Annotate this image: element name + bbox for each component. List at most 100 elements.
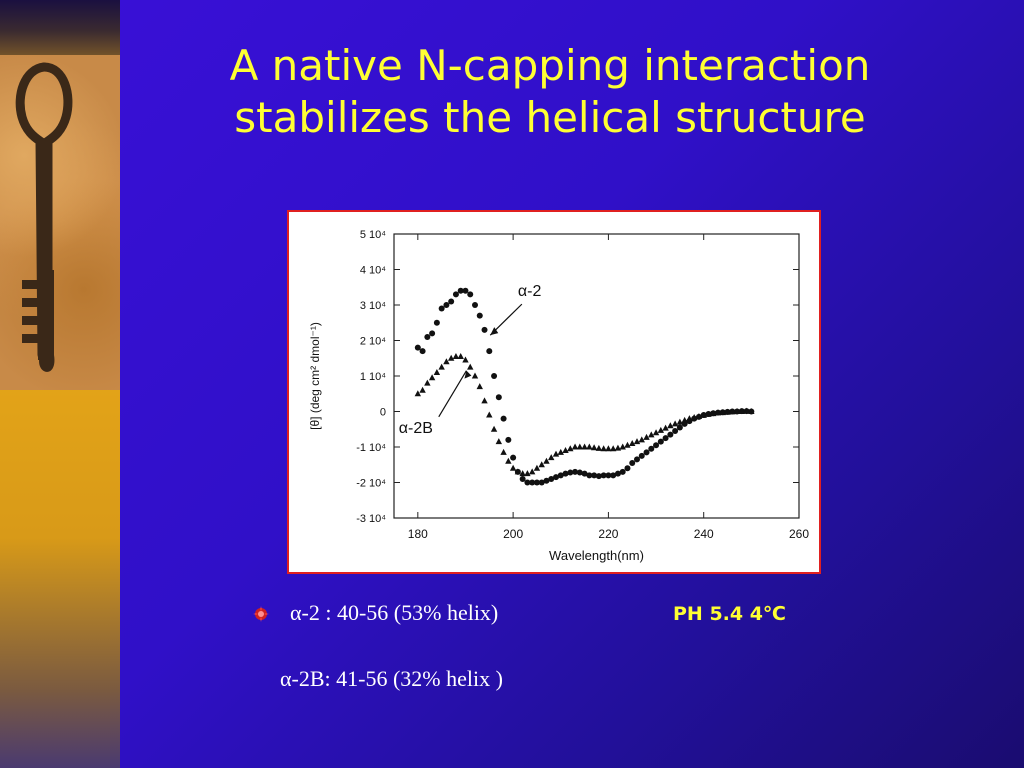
data-point-alpha-2b	[519, 470, 526, 477]
y-tick-label: 3 10⁴	[360, 300, 386, 312]
data-point-alpha-2	[452, 291, 459, 298]
data-point-alpha-2	[610, 472, 617, 479]
data-point-alpha-2b	[581, 443, 588, 450]
data-point-alpha-2b	[538, 461, 545, 468]
data-point-alpha-2b	[586, 443, 593, 450]
data-point-alpha-2b	[490, 425, 498, 432]
y-axis-label: [θ] (deg cm² dmol⁻¹)	[308, 322, 322, 430]
key-photo	[0, 55, 120, 390]
key-icon	[15, 62, 73, 372]
data-point-alpha-2	[562, 470, 569, 477]
data-point-alpha-2	[676, 424, 683, 431]
data-point-alpha-2b	[457, 352, 464, 359]
data-point-alpha-2b	[576, 443, 584, 450]
x-tick-label: 240	[694, 527, 714, 541]
data-point-alpha-2	[624, 465, 631, 472]
data-point-alpha-2b	[600, 445, 607, 452]
x-tick-label: 220	[598, 527, 618, 541]
data-point-alpha-2	[614, 470, 621, 477]
data-point-alpha-2b	[686, 415, 693, 422]
x-tick-label: 180	[408, 527, 428, 541]
bullet-alpha-2b: α-2B: 41-56 (32% helix )	[280, 666, 503, 691]
data-point-alpha-2b	[443, 358, 450, 365]
data-point-alpha-2b	[724, 408, 731, 415]
data-point-alpha-2b	[719, 409, 726, 416]
data-point-alpha-2	[495, 394, 502, 401]
data-point-alpha-2	[538, 479, 545, 486]
y-tick-label: 0	[380, 407, 386, 419]
data-point-alpha-2b	[690, 414, 698, 421]
data-point-alpha-2	[576, 469, 583, 476]
data-point-alpha-2b	[557, 448, 564, 455]
annotation-alpha-2: α-2	[518, 283, 542, 300]
data-point-alpha-2b	[495, 438, 503, 445]
data-point-alpha-2b	[619, 443, 626, 450]
data-point-alpha-2	[467, 291, 474, 298]
data-point-alpha-2	[519, 475, 526, 482]
y-tick-label: 2 10⁴	[360, 336, 386, 348]
data-point-alpha-2b	[662, 424, 669, 431]
data-point-alpha-2	[557, 472, 564, 479]
data-point-alpha-2	[667, 431, 674, 438]
data-point-alpha-2b	[462, 356, 469, 363]
data-point-alpha-2	[634, 456, 640, 463]
data-point-alpha-2b	[638, 436, 645, 443]
annotation-arrow-alpha-2b	[438, 370, 467, 418]
data-point-alpha-2	[600, 472, 607, 479]
sidebar-strip	[0, 0, 120, 768]
data-point-alpha-2	[591, 472, 598, 479]
data-point-alpha-2b	[524, 470, 531, 477]
data-point-alpha-2b	[609, 445, 617, 452]
y-tick-label: 4 10⁴	[360, 265, 386, 277]
data-point-alpha-2	[491, 373, 498, 379]
slide-title: A native N-capping interaction stabilize…	[150, 40, 950, 144]
y-tick-label: 1 10⁴	[360, 371, 386, 383]
data-point-alpha-2	[448, 298, 455, 305]
data-point-alpha-2b	[667, 422, 674, 429]
data-point-alpha-2	[586, 472, 593, 479]
data-point-alpha-2b	[714, 409, 722, 416]
data-point-alpha-2b	[500, 448, 507, 455]
y-tick-label: -3 10⁴	[356, 513, 386, 525]
data-point-alpha-2	[472, 302, 478, 308]
y-tick-label: 5 10⁴	[360, 229, 386, 241]
data-point-alpha-2	[572, 468, 579, 475]
data-point-alpha-2	[529, 479, 536, 486]
data-point-alpha-2b	[433, 368, 441, 375]
data-point-alpha-2	[476, 312, 483, 319]
data-point-alpha-2b	[452, 352, 460, 359]
data-point-alpha-2	[419, 348, 426, 355]
data-point-alpha-2b	[743, 407, 750, 414]
data-point-alpha-2b	[509, 464, 517, 471]
data-point-alpha-2b	[648, 431, 655, 438]
data-point-alpha-2b	[467, 363, 474, 370]
data-point-alpha-2	[581, 470, 588, 477]
data-point-alpha-2	[533, 479, 540, 486]
data-point-alpha-2	[548, 475, 555, 482]
data-point-alpha-2b	[681, 416, 688, 423]
data-point-alpha-2b	[548, 454, 555, 461]
title-line-1: A native N-capping interaction	[229, 41, 871, 90]
data-point-alpha-2b	[733, 408, 741, 414]
data-point-alpha-2	[643, 449, 650, 456]
data-point-alpha-2	[424, 333, 431, 340]
data-point-alpha-2	[648, 445, 655, 452]
data-point-alpha-2b	[590, 444, 598, 451]
data-point-alpha-2	[462, 287, 469, 294]
cd-spectrum-chart: 180 200 220 240 260 5 10⁴ 4 10⁴ 3 10⁴ 2 10⁴ 1 10⁴…	[287, 210, 821, 574]
data-point-alpha-2b	[419, 386, 426, 393]
data-point-alpha-2	[443, 302, 450, 308]
data-point-alpha-2b	[505, 457, 512, 464]
chart-canvas: 180 200 220 240 260 5 10⁴ 4 10⁴ 3 10⁴ 2 10⁴ 1 10⁴…	[308, 229, 809, 563]
data-point-alpha-2	[662, 435, 669, 442]
annotation-arrowhead-alpha-2b	[464, 370, 472, 379]
data-point-alpha-2b	[710, 410, 717, 417]
data-point-alpha-2b	[424, 379, 431, 386]
y-tick-label: -2 10⁴	[356, 478, 386, 490]
data-point-alpha-2	[619, 468, 626, 475]
data-point-alpha-2b	[533, 464, 541, 471]
data-point-alpha-2b	[629, 439, 636, 446]
data-point-alpha-2	[500, 415, 507, 422]
data-point-alpha-2	[433, 319, 440, 326]
data-point-alpha-2b	[595, 444, 603, 451]
